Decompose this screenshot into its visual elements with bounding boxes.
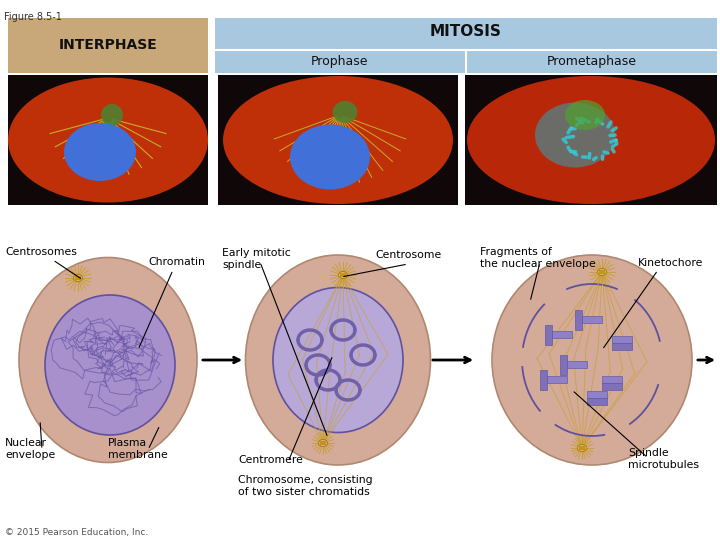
- Text: INTERPHASE: INTERPHASE: [58, 38, 158, 52]
- Bar: [8, 18, 208, 73]
- Ellipse shape: [565, 100, 605, 130]
- Ellipse shape: [333, 101, 358, 123]
- Bar: [8, 75, 208, 205]
- Bar: [579, 446, 585, 450]
- Bar: [218, 75, 458, 205]
- Bar: [602, 376, 622, 383]
- Bar: [582, 316, 602, 323]
- Text: MITOSIS: MITOSIS: [430, 24, 502, 39]
- Ellipse shape: [19, 258, 197, 462]
- Bar: [552, 331, 572, 338]
- Text: © 2015 Pearson Education, Inc.: © 2015 Pearson Education, Inc.: [5, 528, 148, 537]
- Bar: [75, 276, 81, 280]
- Bar: [465, 75, 717, 205]
- Text: Centromere: Centromere: [238, 455, 303, 465]
- Ellipse shape: [290, 125, 370, 190]
- Bar: [612, 343, 632, 350]
- Text: Chromatin: Chromatin: [139, 257, 205, 347]
- Ellipse shape: [246, 255, 431, 465]
- Text: Prometaphase: Prometaphase: [547, 56, 637, 69]
- Ellipse shape: [338, 272, 348, 279]
- Text: Chromosome, consisting
of two sister chromatids: Chromosome, consisting of two sister chr…: [238, 475, 373, 497]
- Ellipse shape: [101, 104, 123, 126]
- Ellipse shape: [598, 268, 606, 275]
- Bar: [545, 325, 552, 345]
- Ellipse shape: [73, 274, 83, 281]
- Bar: [340, 273, 346, 277]
- Text: Prophase: Prophase: [311, 56, 369, 69]
- Bar: [560, 355, 567, 375]
- Bar: [599, 270, 605, 274]
- Bar: [547, 376, 567, 383]
- Ellipse shape: [467, 76, 715, 204]
- Bar: [540, 370, 547, 390]
- Ellipse shape: [8, 78, 208, 202]
- Ellipse shape: [223, 76, 453, 204]
- Text: Nuclear
envelope: Nuclear envelope: [5, 438, 55, 460]
- Ellipse shape: [577, 444, 587, 451]
- Ellipse shape: [273, 287, 403, 433]
- Text: Centrosomes: Centrosomes: [5, 247, 81, 279]
- Bar: [587, 398, 607, 405]
- Text: Centrosome: Centrosome: [375, 250, 441, 260]
- Bar: [575, 310, 582, 330]
- Ellipse shape: [64, 123, 136, 181]
- Bar: [587, 391, 607, 398]
- Text: Fragments of
the nuclear envelope: Fragments of the nuclear envelope: [480, 247, 595, 268]
- Bar: [602, 383, 622, 390]
- Text: Figure 8.5-1: Figure 8.5-1: [4, 12, 62, 22]
- Bar: [320, 441, 326, 445]
- Text: Kinetochore: Kinetochore: [638, 258, 703, 268]
- Ellipse shape: [492, 255, 692, 465]
- Ellipse shape: [318, 440, 328, 447]
- Text: Plasma
membrane: Plasma membrane: [108, 438, 168, 460]
- Bar: [567, 361, 587, 368]
- Bar: [612, 336, 632, 343]
- Ellipse shape: [535, 103, 615, 167]
- Bar: [215, 18, 717, 73]
- Ellipse shape: [45, 295, 175, 435]
- Text: Early mitotic
spindle: Early mitotic spindle: [222, 248, 291, 269]
- Text: Spindle
microtubules: Spindle microtubules: [628, 448, 699, 470]
